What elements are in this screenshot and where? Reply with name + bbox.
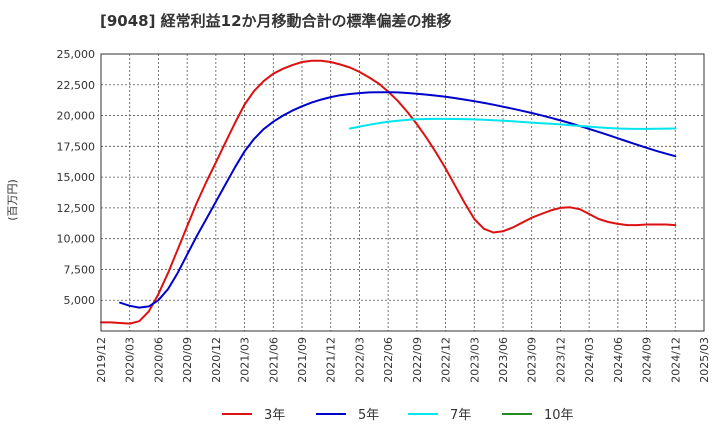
legend: 3年 5年 7年 10年 bbox=[222, 408, 574, 423]
x-tick-label: 2024/09 bbox=[641, 337, 654, 383]
plot-frame bbox=[100, 53, 705, 332]
x-tick-label: 2023/12 bbox=[554, 337, 567, 383]
y-tick-label: 25,000 bbox=[57, 48, 96, 61]
x-axis-ticks: 2019/12 2020/03 2020/06 2020/09 2020/12 2021/… bbox=[95, 337, 711, 383]
x-tick-label: 2022/12 bbox=[440, 337, 453, 383]
x-tick-label: 2020/06 bbox=[152, 337, 165, 383]
y-axis-label: (百万円) bbox=[6, 179, 19, 221]
y-tick-label: 7,500 bbox=[64, 263, 96, 276]
x-tick-label: 2021/12 bbox=[325, 337, 338, 383]
y-axis-ticks: 5,000 7,500 10,000 12,500 15,000 17,500 20,000… bbox=[57, 48, 96, 307]
y-tick-label: 10,000 bbox=[57, 233, 96, 246]
x-tick-label: 2024/06 bbox=[612, 337, 625, 383]
x-tick-label: 2024/03 bbox=[583, 337, 596, 383]
y-tick-label: 22,500 bbox=[57, 79, 96, 92]
x-tick-label: 2023/09 bbox=[526, 337, 539, 383]
x-tick-label: 2022/09 bbox=[411, 337, 424, 383]
x-tick-label: 2023/03 bbox=[468, 337, 481, 383]
legend-label: 7年 bbox=[450, 408, 471, 423]
x-tick-label: 2025/03 bbox=[698, 337, 711, 383]
y-tick-label: 17,500 bbox=[57, 140, 96, 153]
y-tick-label: 5,000 bbox=[64, 294, 96, 307]
x-tick-label: 2021/03 bbox=[239, 337, 252, 383]
x-tick-label: 2020/12 bbox=[210, 337, 223, 383]
series-lines bbox=[100, 59, 677, 325]
y-tick-label: 15,000 bbox=[57, 171, 96, 184]
series-line-2 bbox=[348, 117, 677, 130]
x-tick-label: 2021/09 bbox=[296, 337, 309, 383]
x-tick-label: 2021/06 bbox=[267, 337, 280, 383]
x-tick-label: 2020/03 bbox=[124, 337, 137, 383]
plot-area bbox=[101, 54, 704, 331]
x-tick-label: 2024/12 bbox=[669, 337, 682, 383]
y-tick-label: 12,500 bbox=[57, 202, 96, 215]
chart-title: [9048] 経常利益12か月移動合計の標準偏差の推移 bbox=[100, 12, 452, 30]
y-tick-label: 20,000 bbox=[57, 110, 96, 123]
x-tick-label: 2020/09 bbox=[181, 337, 194, 383]
legend-label: 3年 bbox=[264, 408, 285, 423]
legend-label: 10年 bbox=[544, 408, 574, 423]
x-tick-label: 2022/06 bbox=[382, 337, 395, 383]
x-tick-label: 2022/03 bbox=[353, 337, 366, 383]
x-tick-label: 2023/06 bbox=[497, 337, 510, 383]
x-tick-label: 2019/12 bbox=[95, 337, 108, 383]
grid-lines bbox=[101, 53, 704, 331]
legend-label: 5年 bbox=[358, 408, 379, 423]
